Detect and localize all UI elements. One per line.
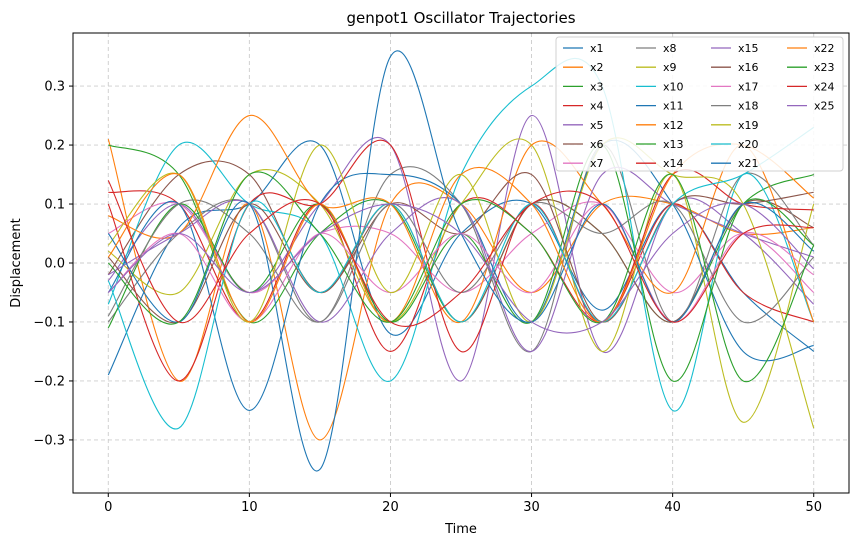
legend-label-x8: x8: [663, 42, 677, 55]
legend-label-x3: x3: [590, 80, 604, 93]
y-tick-label: −0.2: [33, 374, 65, 389]
chart-title: genpot1 Oscillator Trajectories: [346, 9, 575, 27]
legend-label-x5: x5: [590, 119, 604, 132]
legend-label-x18: x18: [738, 100, 759, 113]
x-tick-label: 50: [805, 500, 822, 515]
y-tick-label: −0.1: [33, 315, 65, 330]
x-tick-label: 0: [104, 500, 112, 515]
legend-label-x4: x4: [590, 100, 604, 113]
legend-label-x12: x12: [663, 119, 684, 132]
legend-label-x25: x25: [814, 100, 835, 113]
legend-label-x13: x13: [663, 138, 684, 151]
legend-box: [555, 36, 844, 172]
series-line-x25: [107, 202, 815, 334]
y-tick-label: 0.3: [44, 80, 65, 95]
legend-label-x11: x11: [663, 100, 684, 113]
x-tick-label: 30: [523, 500, 540, 515]
legend-label-x20: x20: [738, 138, 759, 151]
y-tick-label: −0.3: [33, 433, 65, 448]
legend-label-x15: x15: [738, 42, 759, 55]
legend-label-x9: x9: [663, 61, 677, 74]
legend-label-x10: x10: [663, 80, 684, 93]
legend-label-x21: x21: [738, 157, 759, 170]
y-ticks: −0.3 −0.2 −0.1 0.0 0.1 0.2 0.3: [33, 80, 73, 448]
legend-label-x17: x17: [738, 80, 759, 93]
legend-label-x23: x23: [814, 61, 835, 74]
legend-label-x2: x2: [590, 61, 604, 74]
legend-label-x14: x14: [663, 157, 684, 170]
series-line-x24: [107, 180, 814, 328]
x-ticks: 0 10 20 30 40 50: [104, 493, 822, 515]
legend: x1 x2 x3 x4 x5 x6 x7 x8 x9 x10 x11 x12 x13 x14 x15 x16 x…: [555, 36, 844, 172]
legend-label-x19: x19: [738, 119, 759, 132]
series-line-x12: [108, 114, 815, 323]
x-tick-label: 20: [382, 500, 399, 515]
y-tick-label: 0.1: [44, 198, 65, 213]
legend-label-x6: x6: [590, 138, 604, 151]
y-axis-label: Displacement: [9, 218, 24, 307]
legend-label-x24: x24: [814, 80, 835, 93]
x-tick-label: 10: [241, 500, 258, 515]
x-tick-label: 40: [664, 500, 681, 515]
series-lines: [107, 50, 815, 472]
x-axis-label: Time: [444, 522, 477, 537]
y-tick-label: 0.2: [44, 139, 65, 154]
y-tick-label: 0.0: [44, 257, 65, 272]
legend-label-x1: x1: [590, 42, 604, 55]
series-line-x20: [107, 126, 815, 430]
legend-label-x16: x16: [738, 61, 759, 74]
series-line-x13: [107, 144, 815, 382]
legend-label-x22: x22: [814, 42, 835, 55]
legend-label-x7: x7: [590, 157, 604, 170]
